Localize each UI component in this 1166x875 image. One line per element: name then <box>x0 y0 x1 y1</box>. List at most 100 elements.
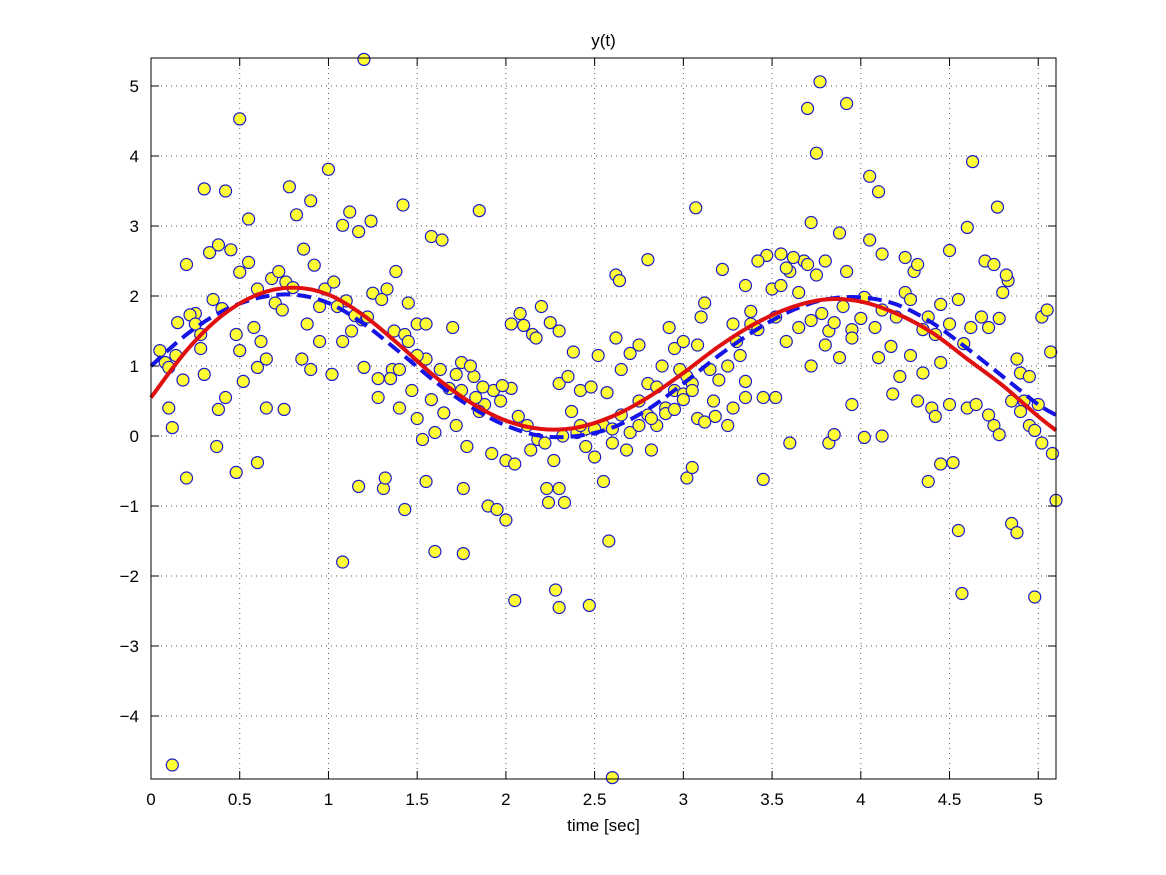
scatter-point <box>726 401 740 415</box>
scatter-point <box>698 296 712 310</box>
scatter-point <box>1028 590 1042 604</box>
scatter-point <box>969 397 983 412</box>
scatter-point <box>951 523 966 538</box>
scatter-point <box>960 220 974 234</box>
x-tick-label: 5 <box>1034 790 1043 809</box>
scatter-point <box>854 311 868 325</box>
scatter-point <box>321 162 336 176</box>
scatter-point <box>424 393 438 407</box>
scatter-point <box>779 334 793 349</box>
scatter-point <box>197 367 211 381</box>
scatter-point <box>596 474 611 489</box>
scatter-point <box>955 586 969 601</box>
scatter-point <box>605 436 619 450</box>
scatter-point <box>641 253 655 267</box>
scatter-point <box>942 243 957 258</box>
scatter-point <box>698 415 712 429</box>
scatter-point <box>153 344 167 358</box>
scatter-point <box>676 393 690 407</box>
scatter-point <box>1035 436 1049 450</box>
y-tick-label: 0 <box>130 427 139 446</box>
scatter-point <box>218 390 233 405</box>
scatter-point <box>534 299 548 314</box>
scatter-point <box>495 379 509 393</box>
scatter-point <box>304 194 318 208</box>
scatter-point <box>233 344 247 358</box>
scatter-point <box>197 182 211 196</box>
scatter-point <box>644 411 659 426</box>
scatter-point <box>211 238 226 252</box>
scatter-point <box>804 359 818 373</box>
scatter-point <box>868 320 882 335</box>
y-tick-label: −1 <box>120 497 139 516</box>
scatter-point <box>476 380 490 394</box>
scatter-point <box>685 460 699 475</box>
scatter-point <box>871 185 886 199</box>
scatter-point <box>513 306 527 321</box>
scatter-point <box>233 112 247 126</box>
solid-line-series <box>149 285 1058 432</box>
scatter-point <box>517 318 531 332</box>
scatter-point <box>667 402 682 416</box>
scatter-point <box>623 346 637 360</box>
scatter-point <box>543 316 557 330</box>
scatter-point <box>584 380 598 394</box>
scatter-point <box>644 443 659 457</box>
scatter-point <box>579 439 593 454</box>
y-tick-label: 1 <box>130 357 139 376</box>
scatter-point <box>327 275 341 289</box>
scatter-point <box>875 429 889 443</box>
scatter-point <box>1022 369 1036 384</box>
scatter-point <box>857 430 871 444</box>
scatter-point <box>655 359 669 373</box>
scatter-point <box>910 394 925 408</box>
scatter-point <box>247 320 261 335</box>
scatter-point <box>410 411 424 426</box>
scatter-point <box>992 311 1006 325</box>
scatter-point <box>224 243 238 257</box>
scatter-point <box>490 502 504 517</box>
scatter-point <box>357 52 371 67</box>
scatter-point <box>809 146 824 160</box>
scatter-point <box>827 428 841 442</box>
scatter-point <box>415 432 430 447</box>
scatter-point <box>449 367 463 381</box>
scatter-point <box>552 600 566 615</box>
scatter-point <box>364 214 378 228</box>
scatter-point <box>435 233 449 247</box>
scatter-point <box>756 390 770 405</box>
scatter-point <box>662 320 676 335</box>
scatter-point <box>832 351 847 365</box>
scatter-point <box>456 546 470 561</box>
scatter-point <box>946 456 960 470</box>
scatter-point <box>561 369 575 384</box>
scatter-point <box>863 233 877 247</box>
scatter-point <box>352 479 366 493</box>
scatter-point <box>557 495 572 510</box>
scatter-point <box>540 481 554 496</box>
scatter-point <box>818 338 832 352</box>
scatter-point <box>706 394 721 408</box>
scatter-point <box>840 264 854 279</box>
scatter-point <box>428 425 442 440</box>
scatter-point <box>769 390 783 405</box>
scatter-point <box>392 401 407 415</box>
scatter-point <box>419 474 433 489</box>
scatter-point <box>845 331 859 345</box>
scatter-point <box>277 402 291 416</box>
scatter-point <box>449 418 463 433</box>
x-tick-label: 3 <box>679 790 688 809</box>
scatter-point <box>612 274 627 288</box>
scatter-point <box>588 450 602 464</box>
x-axis-label: time [sec] <box>567 816 640 835</box>
scatter-point <box>744 304 758 318</box>
scatter-point <box>1013 404 1028 419</box>
scatter-point <box>609 331 623 345</box>
scatter-point <box>726 317 740 331</box>
scatter-point <box>792 285 806 300</box>
scatter-point <box>547 453 561 468</box>
scatter-point <box>383 372 398 386</box>
scatter-point <box>564 404 579 419</box>
scatter-point <box>295 352 309 366</box>
scatter-point <box>241 212 256 226</box>
